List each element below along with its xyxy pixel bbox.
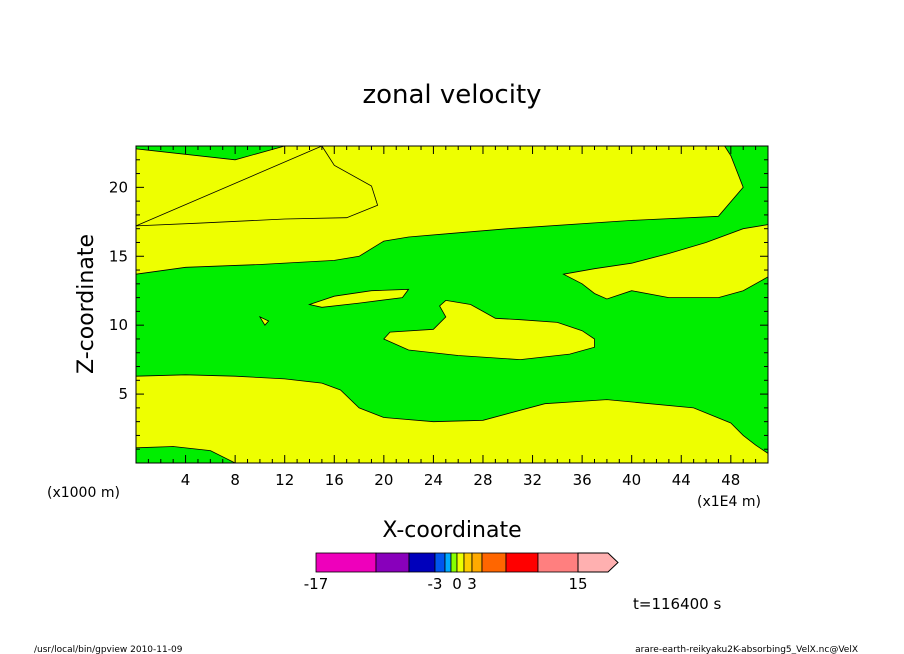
colorbar-segment	[444, 552, 452, 573]
colorbar-segment	[315, 552, 377, 573]
colorbar-label: 15	[568, 575, 587, 593]
x-tick-label: 36	[573, 471, 592, 489]
x-tick-label: 48	[721, 471, 740, 489]
x-tick-label: 20	[374, 471, 393, 489]
y-unit-note: (x1000 m)	[47, 485, 120, 501]
colorbar-segment	[408, 552, 436, 573]
colorbar-segment	[463, 552, 473, 573]
contour-region-7	[135, 145, 379, 227]
colorbar-segment	[450, 552, 458, 573]
x-axis-ticks: 4 8 12 16 20 24 28 32 36 40 44 48	[147, 146, 757, 489]
colorbar-segment	[375, 552, 410, 573]
x-axis-label: X-coordinate	[382, 518, 521, 543]
x-tick-label: 32	[523, 471, 542, 489]
x-tick-label: 28	[473, 471, 492, 489]
y-axis-label: Z-coordinate	[74, 234, 99, 374]
contour-region-4	[562, 224, 769, 300]
y-tick-label: 5	[118, 385, 128, 403]
y-axis-ticks: 5 10 15 20	[109, 159, 768, 450]
y-tick-label: 15	[109, 247, 128, 265]
colorbar-label: -3	[428, 575, 443, 593]
contour-regions	[135, 145, 769, 464]
colorbar-segment	[481, 552, 507, 573]
x-unit-note: (x1E4 m)	[697, 494, 761, 510]
y-tick-label: 10	[109, 316, 128, 334]
contour-region-5	[308, 288, 410, 308]
colorbar: -17 -3 0 3 15	[304, 552, 619, 593]
x-tick-label: 16	[325, 471, 344, 489]
x-tick-label: 24	[424, 471, 443, 489]
y-tick-label: 20	[109, 178, 128, 196]
x-tick-label: 44	[672, 471, 691, 489]
x-tick-label: 12	[275, 471, 294, 489]
plot-frame	[135, 145, 769, 464]
chart-title: zonal velocity	[362, 80, 541, 110]
colorbar-segment	[505, 552, 539, 573]
colorbar-segment	[471, 552, 483, 573]
footer-left: /usr/local/bin/gpview 2010-11-09	[34, 645, 183, 654]
footer-right: arare-earth-reikyaku2K-absorbing5_VelX.n…	[635, 645, 858, 654]
colorbar-segment	[434, 552, 446, 573]
x-tick-label: 8	[230, 471, 240, 489]
contour-region-6	[258, 315, 270, 326]
colorbar-label: 0	[452, 575, 462, 593]
time-label: t=116400 s	[633, 595, 721, 613]
colorbar-arrow	[577, 552, 619, 573]
colorbar-segment	[456, 552, 465, 573]
colorbar-label: 3	[467, 575, 477, 593]
colorbar-segment	[537, 552, 579, 573]
x-tick-label: 40	[622, 471, 641, 489]
colorbar-label: -17	[304, 575, 329, 593]
x-tick-label: 4	[181, 471, 191, 489]
contour-region-3	[383, 299, 595, 361]
